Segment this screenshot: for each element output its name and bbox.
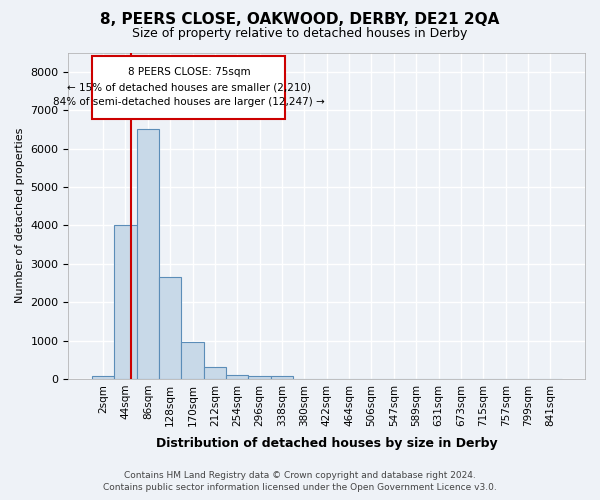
Text: 8, PEERS CLOSE, OAKWOOD, DERBY, DE21 2QA: 8, PEERS CLOSE, OAKWOOD, DERBY, DE21 2QA [100, 12, 500, 28]
Bar [181, 342, 204, 379]
Text: 8 PEERS CLOSE: 75sqm
← 15% of detached houses are smaller (2,210)
84% of semi-de: 8 PEERS CLOSE: 75sqm ← 15% of detached h… [53, 68, 325, 107]
X-axis label: Distribution of detached houses by size in Derby: Distribution of detached houses by size … [156, 437, 497, 450]
Bar [114, 226, 137, 379]
Bar [226, 375, 248, 379]
Text: Size of property relative to detached houses in Derby: Size of property relative to detached ho… [133, 28, 467, 40]
Bar [248, 376, 271, 379]
Bar [92, 376, 114, 379]
Bar [271, 376, 293, 379]
Y-axis label: Number of detached properties: Number of detached properties [15, 128, 25, 304]
Bar [204, 368, 226, 379]
Bar [159, 277, 181, 379]
Text: Contains HM Land Registry data © Crown copyright and database right 2024.
Contai: Contains HM Land Registry data © Crown c… [103, 471, 497, 492]
Bar [137, 130, 159, 379]
FancyBboxPatch shape [92, 56, 286, 118]
